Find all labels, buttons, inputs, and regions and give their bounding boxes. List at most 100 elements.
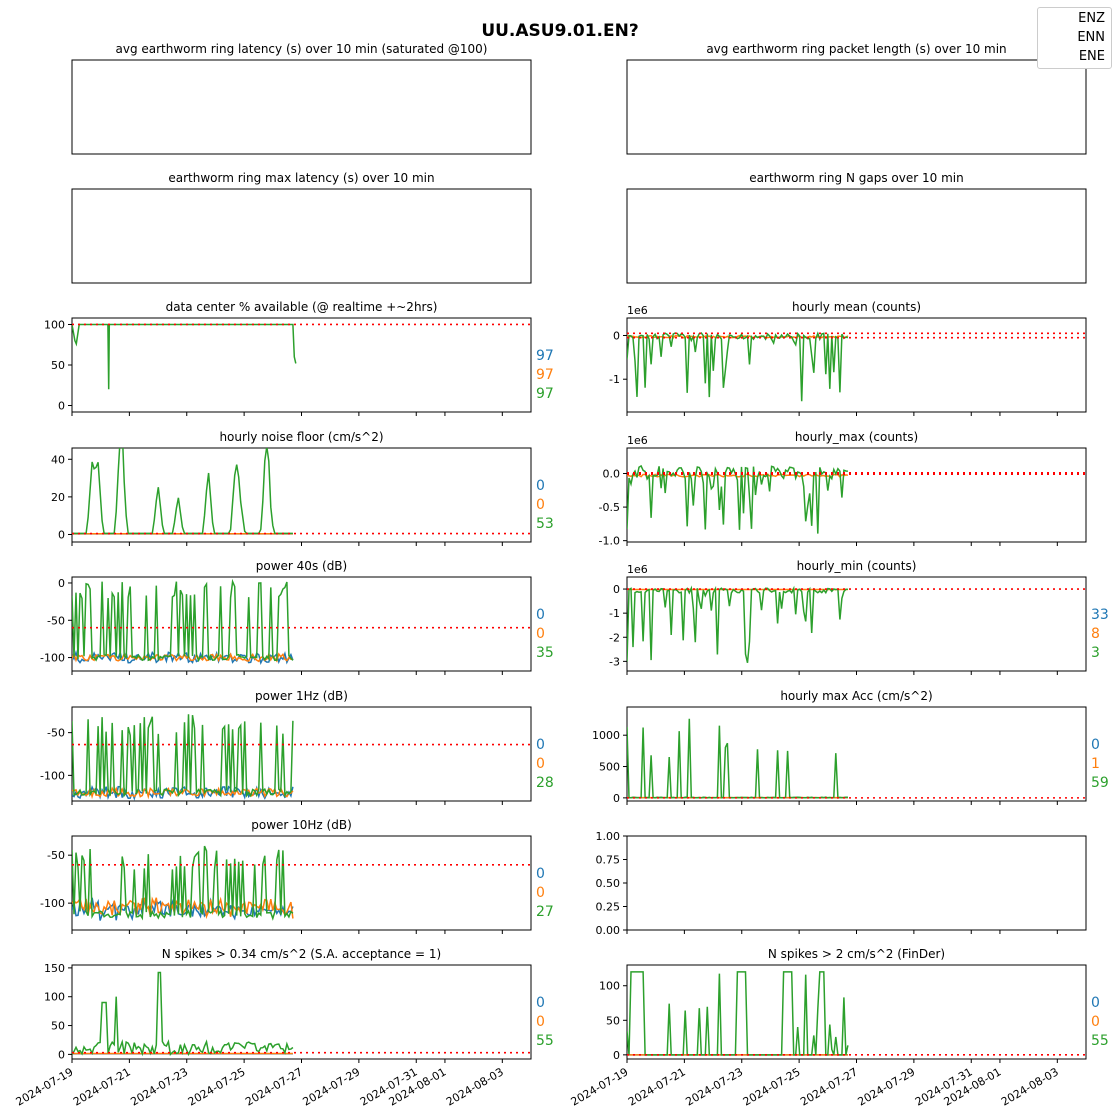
- panel-frame-noise: [71, 447, 532, 543]
- date-tick-label: 2024-07-21: [71, 1065, 133, 1108]
- series-line-enn: [72, 651, 293, 663]
- ytick-label-p40: 0: [58, 577, 65, 590]
- panel-title-packet: avg earthworm ring packet length (s) ove…: [706, 42, 1006, 56]
- ytick-label-mean: -1: [609, 373, 620, 386]
- date-tick-label: 2024-07-27: [798, 1065, 860, 1108]
- side-value-ene: 55: [536, 1033, 554, 1049]
- plot-area-hacc: [627, 718, 1086, 799]
- plot-area-p10: [72, 845, 531, 922]
- side-value-enz: 0: [536, 478, 545, 494]
- date-tick-label: 2024-07-29: [301, 1065, 363, 1108]
- panel-title-sp034: N spikes > 0.34 cm/s^2 (S.A. acceptance …: [162, 947, 441, 961]
- ytick-label-hmin: -2: [609, 631, 620, 644]
- date-tick-label: 2024-07-25: [186, 1065, 248, 1108]
- panel-frame-ngaps: [626, 188, 1087, 284]
- ytick-label-blank: 0.00: [596, 924, 621, 937]
- exponent-label-hmax: 1e6: [627, 434, 648, 447]
- panel-frame-hacc: [626, 706, 1087, 802]
- ytick-label-avail: 100: [44, 318, 65, 331]
- ytick-label-blank: 0.25: [596, 901, 621, 914]
- date-tick-label: 2024-07-29: [856, 1065, 918, 1108]
- ytick-label-blank: 0.75: [596, 854, 621, 867]
- plot-area-avail: [72, 323, 531, 390]
- panel-frame-mean: [626, 317, 1087, 413]
- side-value-enn: 0: [536, 626, 545, 642]
- series-line-ene: [72, 578, 294, 663]
- ytick-label-p1: -100: [40, 769, 65, 782]
- plot-area-sp034: [72, 971, 531, 1057]
- panel-title-sp2: N spikes > 2 cm/s^2 (FinDer): [768, 947, 945, 961]
- ytick-label-sp034: 100: [44, 991, 65, 1004]
- date-tick-label: 2024-07-21: [626, 1065, 688, 1108]
- plot-area-p1: [72, 714, 531, 801]
- ytick-label-noise: 40: [51, 453, 65, 466]
- panel-title-hacc: hourly max Acc (cm/s^2): [780, 689, 932, 703]
- side-value-enn: 0: [536, 756, 545, 772]
- plot-area-hmin: [627, 585, 1086, 663]
- ytick-label-hmax: -0.5: [599, 501, 620, 514]
- ytick-label-noise: 0: [58, 528, 65, 541]
- side-value-enn: 97: [536, 367, 554, 383]
- exponent-label-mean: 1e6: [627, 304, 648, 317]
- side-value-ene: 3: [1091, 645, 1100, 661]
- plot-area-mean: [627, 331, 1086, 402]
- side-value-enn: 8: [1091, 626, 1100, 642]
- panel-frame-sp2: [626, 964, 1087, 1060]
- panel-title-maxlat: earthworm ring max latency (s) over 10 m…: [168, 171, 434, 185]
- side-value-enn: 0: [1091, 1014, 1100, 1030]
- panel-title-p1: power 1Hz (dB): [255, 689, 348, 703]
- legend-item-ene: ENE: [1078, 49, 1105, 64]
- side-value-ene: 27: [536, 904, 554, 920]
- panel-title-noise: hourly noise floor (cm/s^2): [219, 430, 383, 444]
- series-line-ene: [627, 331, 849, 402]
- ytick-label-hacc: 1000: [592, 729, 620, 742]
- side-value-enz: 97: [536, 348, 554, 364]
- panel-title-hmin: hourly_min (counts): [797, 559, 917, 573]
- ytick-label-avail: 50: [51, 359, 65, 372]
- side-value-enn: 1: [1091, 756, 1100, 772]
- side-value-enz: 0: [1091, 737, 1100, 753]
- side-value-ene: 59: [1091, 775, 1109, 791]
- side-value-enz: 0: [536, 995, 545, 1011]
- plot-area-p40: [72, 578, 531, 665]
- ytick-label-sp2: 100: [599, 980, 620, 993]
- plot-area-hmax: [627, 464, 1086, 534]
- series-line-ene: [72, 971, 294, 1057]
- ytick-label-sp2: 50: [606, 1014, 620, 1027]
- ytick-label-p40: -50: [47, 614, 65, 627]
- side-value-ene: 53: [536, 516, 554, 532]
- panel-title-latency: avg earthworm ring latency (s) over 10 m…: [116, 42, 488, 56]
- side-value-enn: 0: [536, 497, 545, 513]
- ytick-label-mean: 0: [613, 329, 620, 342]
- series-line-ene: [72, 714, 294, 799]
- ytick-label-sp034: 0: [58, 1048, 65, 1061]
- panel-title-p10: power 10Hz (dB): [251, 818, 352, 832]
- ytick-label-hacc: 500: [599, 761, 620, 774]
- figure-title: UU.ASU9.01.EN?: [481, 21, 638, 41]
- side-value-enz: 0: [536, 737, 545, 753]
- panel-title-ngaps: earthworm ring N gaps over 10 min: [749, 171, 963, 185]
- date-tick-label: 2024-07-19: [569, 1065, 631, 1108]
- panel-title-mean: hourly mean (counts): [792, 300, 921, 314]
- legend: ENZ ENN ENE: [1037, 7, 1112, 69]
- series-line-ene: [72, 845, 294, 921]
- ytick-label-sp2: 0: [613, 1049, 620, 1062]
- series-line-ene: [627, 585, 848, 663]
- panel-frame-blank: [626, 835, 1087, 931]
- date-tick-label: 2024-07-27: [243, 1065, 305, 1108]
- side-value-enz: 0: [536, 866, 545, 882]
- date-tick-label: 2024-08-03: [444, 1065, 506, 1108]
- ytick-label-p40: -100: [40, 652, 65, 665]
- panel-title-avail: data center % available (@ realtime +~2h…: [166, 300, 438, 314]
- panel-frame-hmax: [626, 447, 1087, 543]
- date-tick-label: 2024-07-23: [128, 1065, 190, 1108]
- ytick-label-avail: 0: [58, 400, 65, 413]
- side-value-ene: 97: [536, 386, 554, 402]
- ytick-label-hmax: -1.0: [599, 535, 620, 548]
- ytick-label-hmin: -1: [609, 607, 620, 620]
- side-value-enn: 0: [536, 1014, 545, 1030]
- panel-frame-latency: [71, 59, 532, 155]
- legend-item-enn: ENN: [1077, 30, 1105, 45]
- ytick-label-hacc: 0: [613, 792, 620, 805]
